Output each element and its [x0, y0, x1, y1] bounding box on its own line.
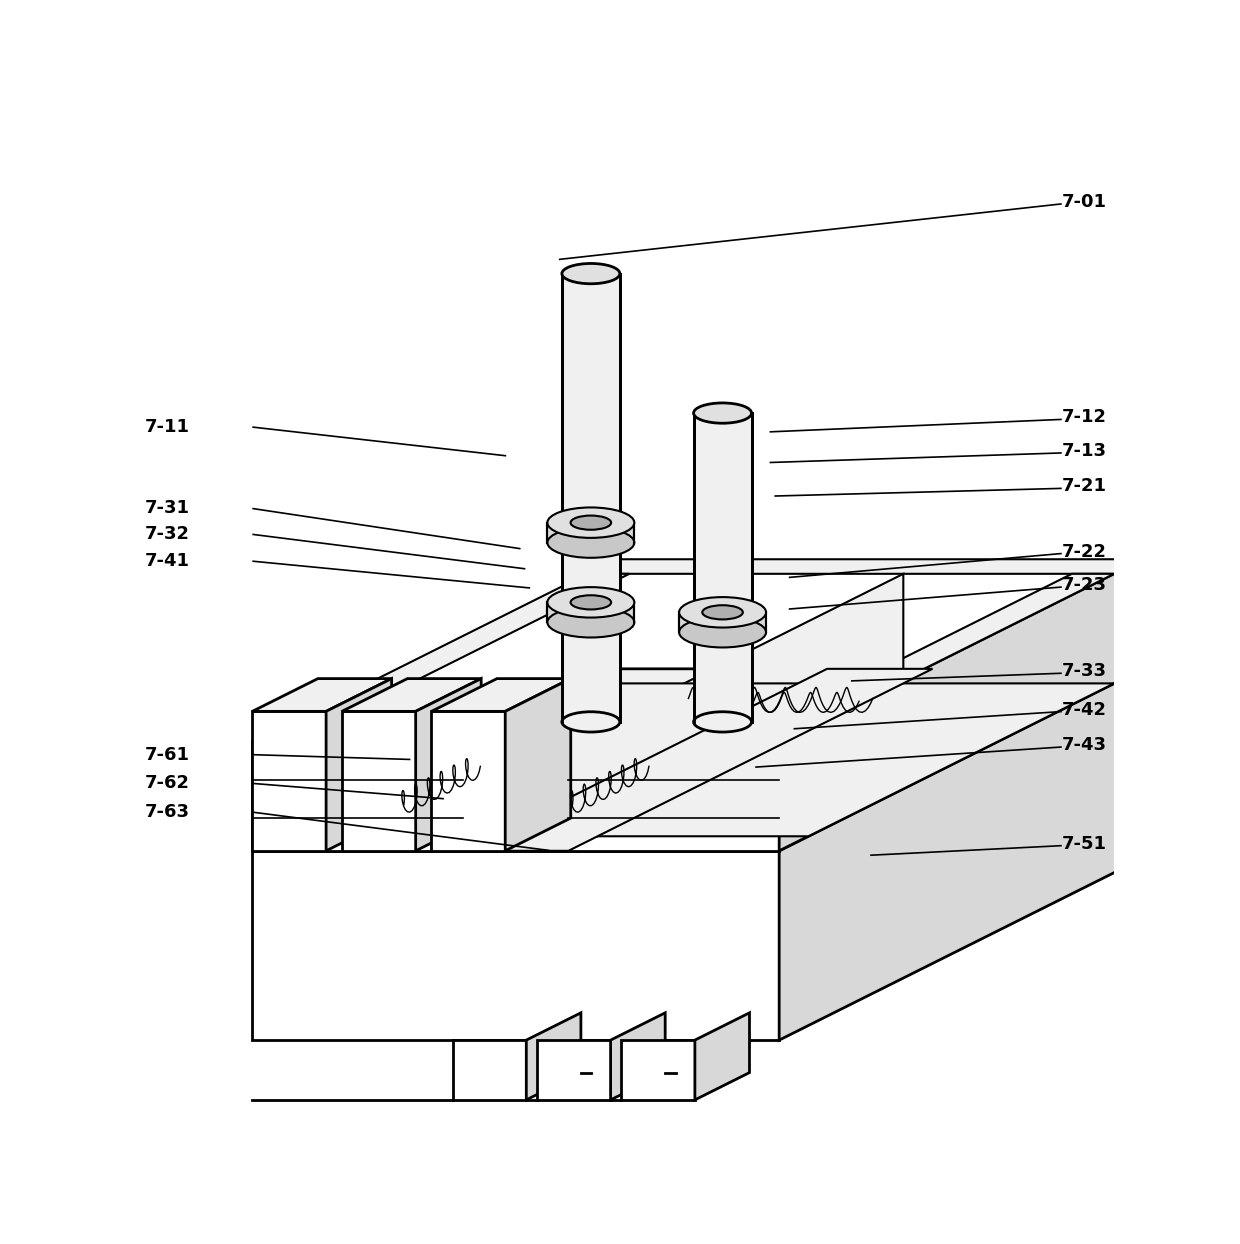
Polygon shape [432, 712, 505, 851]
Polygon shape [253, 679, 392, 712]
Ellipse shape [562, 264, 620, 284]
Text: 7-63: 7-63 [145, 804, 190, 821]
Ellipse shape [680, 617, 766, 647]
Ellipse shape [547, 587, 635, 617]
Ellipse shape [702, 606, 743, 620]
Polygon shape [766, 573, 1114, 726]
Ellipse shape [547, 508, 635, 537]
Polygon shape [342, 712, 415, 851]
Text: 7-62: 7-62 [145, 775, 190, 792]
Text: 7-11: 7-11 [145, 418, 190, 437]
Polygon shape [253, 741, 779, 851]
Polygon shape [253, 726, 808, 741]
Text: 7-21: 7-21 [1061, 478, 1107, 495]
Polygon shape [526, 1013, 580, 1100]
Polygon shape [453, 1040, 526, 1100]
Polygon shape [588, 560, 1143, 573]
Ellipse shape [693, 712, 751, 731]
Text: 7-32: 7-32 [145, 525, 190, 544]
Polygon shape [463, 761, 568, 831]
Ellipse shape [547, 527, 635, 557]
Polygon shape [463, 669, 932, 851]
Polygon shape [281, 683, 1114, 836]
Text: 7-13: 7-13 [1061, 442, 1107, 460]
Ellipse shape [570, 515, 611, 530]
Text: 7-61: 7-61 [145, 745, 190, 764]
Text: 7-23: 7-23 [1061, 576, 1107, 595]
Polygon shape [621, 1040, 694, 1100]
Polygon shape [547, 522, 635, 542]
Polygon shape [505, 679, 570, 851]
Polygon shape [610, 1013, 665, 1100]
Polygon shape [253, 669, 1143, 851]
Text: 7-22: 7-22 [1061, 542, 1107, 561]
Polygon shape [253, 712, 326, 851]
Text: 7-01: 7-01 [1061, 193, 1107, 211]
Ellipse shape [680, 597, 766, 627]
Polygon shape [779, 669, 1143, 1040]
Text: 7-51: 7-51 [1061, 835, 1107, 852]
Polygon shape [326, 679, 392, 851]
Ellipse shape [693, 403, 751, 423]
Polygon shape [281, 573, 630, 726]
Text: 7-42: 7-42 [1061, 700, 1107, 719]
Text: 7-41: 7-41 [145, 552, 190, 570]
Text: 7-12: 7-12 [1061, 408, 1107, 427]
Polygon shape [680, 612, 766, 632]
Polygon shape [432, 679, 570, 712]
Polygon shape [779, 560, 1143, 851]
Polygon shape [537, 1040, 610, 1100]
Ellipse shape [547, 607, 635, 637]
Ellipse shape [562, 712, 620, 731]
Text: 7-33: 7-33 [1061, 662, 1107, 680]
Text: 7-43: 7-43 [1061, 736, 1107, 754]
Polygon shape [253, 851, 779, 1040]
Polygon shape [598, 573, 903, 836]
Polygon shape [562, 274, 620, 722]
Polygon shape [694, 1013, 749, 1100]
Ellipse shape [570, 596, 611, 610]
Polygon shape [342, 679, 481, 712]
Polygon shape [415, 679, 481, 851]
Polygon shape [547, 602, 635, 622]
Polygon shape [693, 413, 751, 722]
Text: 7-31: 7-31 [145, 500, 190, 518]
